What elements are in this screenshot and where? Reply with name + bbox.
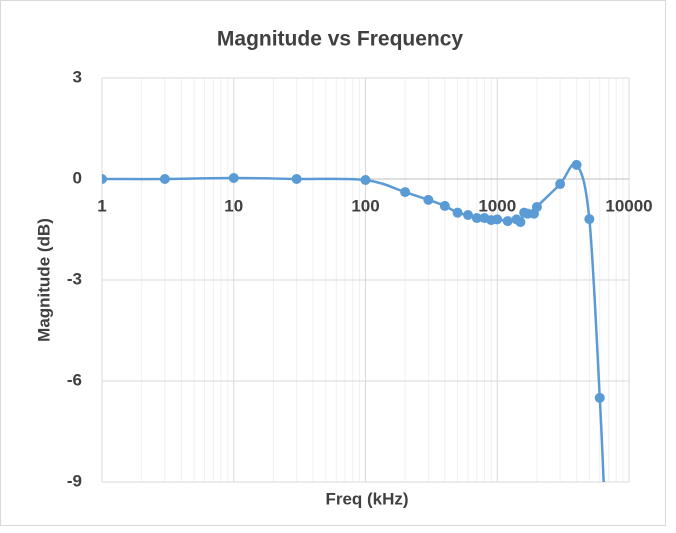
data-point (594, 392, 605, 403)
x-tick-label: 10 (224, 196, 243, 215)
y-tick-label: 3 (73, 67, 82, 86)
data-point (471, 213, 482, 224)
data-point (555, 179, 566, 190)
x-tick-label: 10000 (605, 196, 652, 215)
data-point (515, 217, 526, 228)
data-point (502, 216, 513, 227)
data-point (291, 174, 302, 184)
x-tick-label: 100 (351, 196, 379, 215)
x-tick-label: 1000 (478, 196, 516, 215)
data-point (439, 200, 450, 211)
data-point (571, 159, 582, 170)
x-tick-label: 1 (97, 196, 106, 215)
data-point (423, 194, 434, 205)
data-point (228, 172, 239, 183)
data-point (463, 210, 474, 221)
data-point (584, 214, 595, 225)
data-point (102, 174, 107, 184)
y-tick-label: -3 (67, 269, 82, 288)
data-point (531, 201, 542, 212)
plot (102, 159, 605, 482)
data-point (400, 187, 411, 198)
y-tick-label: -6 (67, 370, 82, 389)
y-tick-label: 0 (73, 168, 82, 187)
data-point (159, 174, 170, 184)
y-tick-label: -9 (67, 471, 82, 490)
data-point (452, 207, 463, 218)
chart-border (0, 0, 666, 526)
x-axis-title: Freq (kHz) (325, 489, 408, 508)
data-point (360, 175, 371, 186)
chart-title: Magnitude vs Frequency (217, 28, 464, 51)
y-axis-title: Magnitude (dB) (34, 218, 53, 342)
data-point (492, 214, 503, 225)
